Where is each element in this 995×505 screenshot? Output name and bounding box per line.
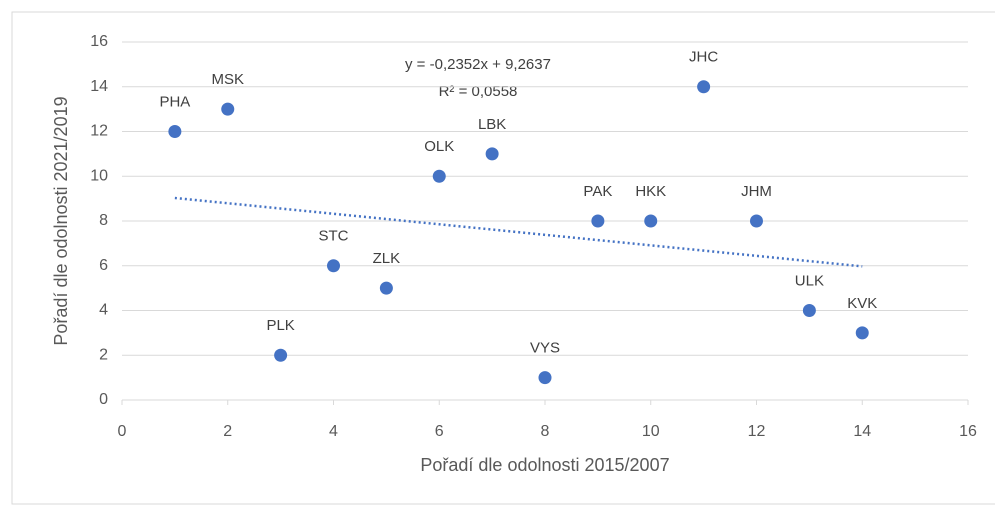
point-label: PAK [583,183,612,200]
x-tick-label: 12 [748,423,766,440]
point [221,102,235,116]
point-label: PLK [266,317,294,334]
point-label: ULK [795,272,824,289]
x-tick-label: 4 [329,423,338,440]
point [538,371,552,385]
x-tick-label: 16 [959,423,977,440]
y-tick-label: 16 [90,33,108,50]
point [379,281,393,295]
y-tick-label: 12 [90,123,108,140]
point-label: STC [319,228,349,245]
point [855,326,869,340]
trendline [174,196,863,268]
point [432,169,446,183]
y-tick-label: 2 [99,346,108,363]
point-label: VYS [530,340,560,357]
point-label: PHA [159,93,190,110]
y-tick-label: 8 [99,212,108,229]
point-label: MSK [211,71,244,88]
point [274,348,288,362]
chart-border [11,11,995,505]
x-tick-label: 0 [118,423,127,440]
point-label: KVK [847,295,877,312]
point-label: LBK [478,116,506,133]
point [168,125,182,138]
x-tick-label: 6 [435,423,444,440]
trend-r2: R² = 0,0558 [439,83,518,100]
point [485,147,499,161]
point-label: ZLK [373,250,401,267]
point [327,259,340,273]
x-axis-label: Pořadí dle odolnosti 2015/2007 [420,455,669,475]
point [644,214,658,228]
point [802,304,816,317]
point [697,80,711,94]
trend-equation: y = -0,2352x + 9,2637 [405,56,551,73]
point [591,214,605,228]
y-tick-label: 0 [99,391,108,408]
x-tick-label: 10 [642,423,660,440]
x-tick-label: 8 [541,423,550,440]
y-axis-label: Pořadí dle odolnosti 2021/2019 [51,96,71,345]
x-tick-label: 2 [223,423,232,440]
y-tick-label: 4 [99,302,108,319]
point-label: JHC [689,49,718,66]
point-label: HKK [635,183,666,200]
point [750,214,763,228]
y-tick-label: 6 [99,257,108,274]
y-tick-label: 10 [90,167,108,184]
point-label: JHM [741,183,772,200]
y-tick-label: 14 [90,78,108,95]
point-label: OLK [424,138,454,155]
x-tick-label: 14 [853,423,871,440]
